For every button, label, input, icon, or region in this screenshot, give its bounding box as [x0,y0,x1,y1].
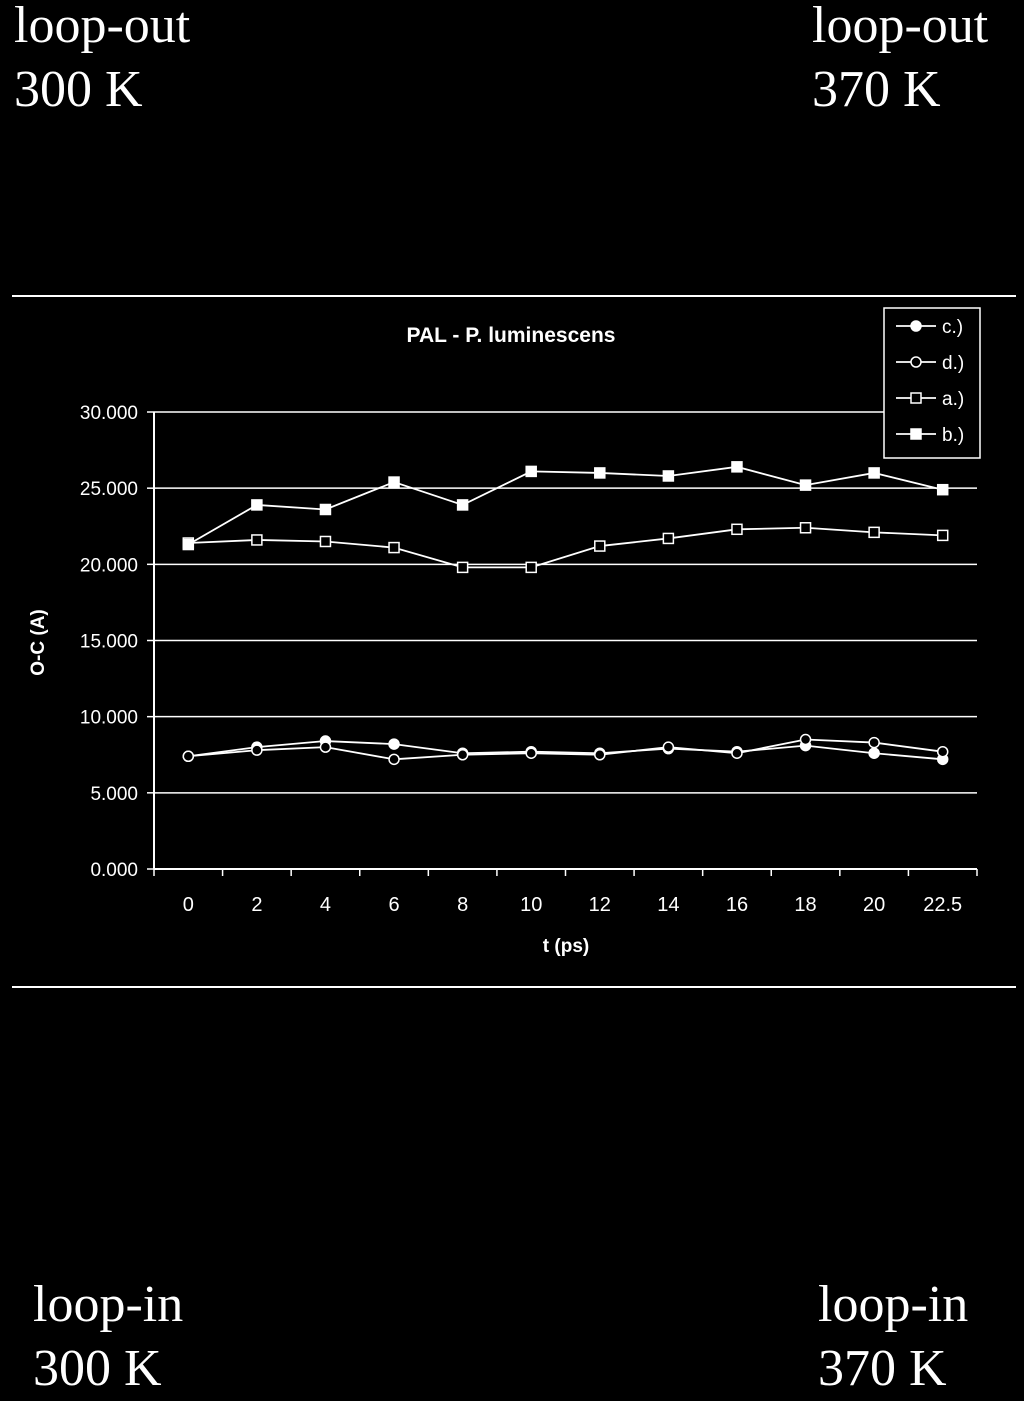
data-point-d [319,741,332,753]
series-line-b [187,465,943,546]
data-point-b [868,467,880,479]
legend-label: b.) [942,425,964,446]
label-name: loop-out [812,0,989,54]
legend-label: c.) [942,317,963,338]
x-tick-label: 10 [520,894,542,916]
legend-marker [910,356,922,368]
data-point-a [456,561,469,574]
data-point-a [662,532,675,545]
data-point-b [388,476,400,488]
line-chart: PAL - P. luminescens 0.000 5.000 10.000 15.0… [28,307,981,957]
label-loop-out-300k: loop-out 300 K [14,0,190,122]
data-point-a [936,529,949,542]
y-axis-label: O-C (A) [28,609,49,675]
legend-marker [910,428,922,440]
label-loop-in-370k: loop-in 370 K [818,1273,968,1401]
label-name: loop-in [818,1276,969,1333]
label-temp: 370 K [818,1340,947,1397]
data-point-d [868,736,880,749]
data-point-b [936,483,949,496]
data-point-d [251,744,263,756]
legend-marker [910,392,922,404]
data-point-d [799,733,812,746]
y-tick-label: 25.000 [80,479,138,500]
data-point-a [388,541,400,554]
label-name: loop-in [33,1276,184,1333]
data-point-d [731,747,743,759]
y-tick-label: 20.000 [80,555,138,576]
data-point-b [662,470,675,482]
chart-title: PAL - P. luminescens [407,324,616,347]
data-point-b [319,503,332,516]
data-point-a [525,561,537,574]
data-point-c [868,747,880,759]
data-point-b [182,538,195,551]
y-tick-label: 30.000 [80,403,138,424]
label-loop-in-300k: loop-in 300 K [33,1273,183,1401]
data-point-b [594,467,606,479]
legend-label: d.) [942,353,964,374]
x-axis-label: t (ps) [543,936,589,957]
label-temp: 300 K [33,1340,162,1397]
legend-label: a.) [942,389,964,410]
x-tick-label: 2 [251,894,262,916]
data-point-b [251,499,263,511]
data-point-c [388,738,400,750]
label-temp: 300 K [14,61,143,118]
data-point-d [456,749,469,761]
label-loop-out-370k: loop-out 370 K [812,0,988,122]
x-tick-label: 12 [589,894,611,916]
x-tick-label: 0 [183,894,194,916]
x-tick-label: 8 [457,894,468,916]
x-tick-label: 4 [320,894,331,916]
data-point-a [731,523,743,536]
data-point-d [936,745,949,758]
data-point-a [868,526,880,539]
data-point-d [525,747,537,759]
data-point-b [456,499,469,511]
data-point-b [799,479,812,491]
y-tick-label: 0.000 [90,860,138,881]
data-point-a [799,522,812,534]
data-point-a [251,534,263,546]
x-tick-label: 22.5 [923,894,962,916]
y-tick-label: 10.000 [80,708,138,729]
legend-marker [910,320,922,332]
x-tick-label: 14 [657,894,679,916]
x-tick-label: 6 [388,894,399,916]
series-line-c [188,740,943,761]
data-point-a [594,540,606,552]
data-point-d [594,749,606,761]
x-tick-label: 16 [726,894,748,916]
series-line-a [188,526,943,569]
data-point-d [182,750,195,763]
y-tick-label: 15.000 [80,632,138,653]
label-temp: 370 K [812,61,941,118]
data-point-d [662,741,675,753]
data-point-b [731,461,743,473]
data-point-d [388,753,400,766]
x-tick-label: 18 [794,894,816,916]
divider-bottom [12,986,1016,988]
x-tick-label: 20 [863,894,885,916]
series-line-d [188,738,943,761]
y-tick-label: 5.000 [90,784,138,805]
label-name: loop-out [14,0,191,54]
legend-box [883,307,981,459]
divider-top [12,295,1016,297]
data-point-a [319,535,332,548]
data-point-b [525,465,537,478]
